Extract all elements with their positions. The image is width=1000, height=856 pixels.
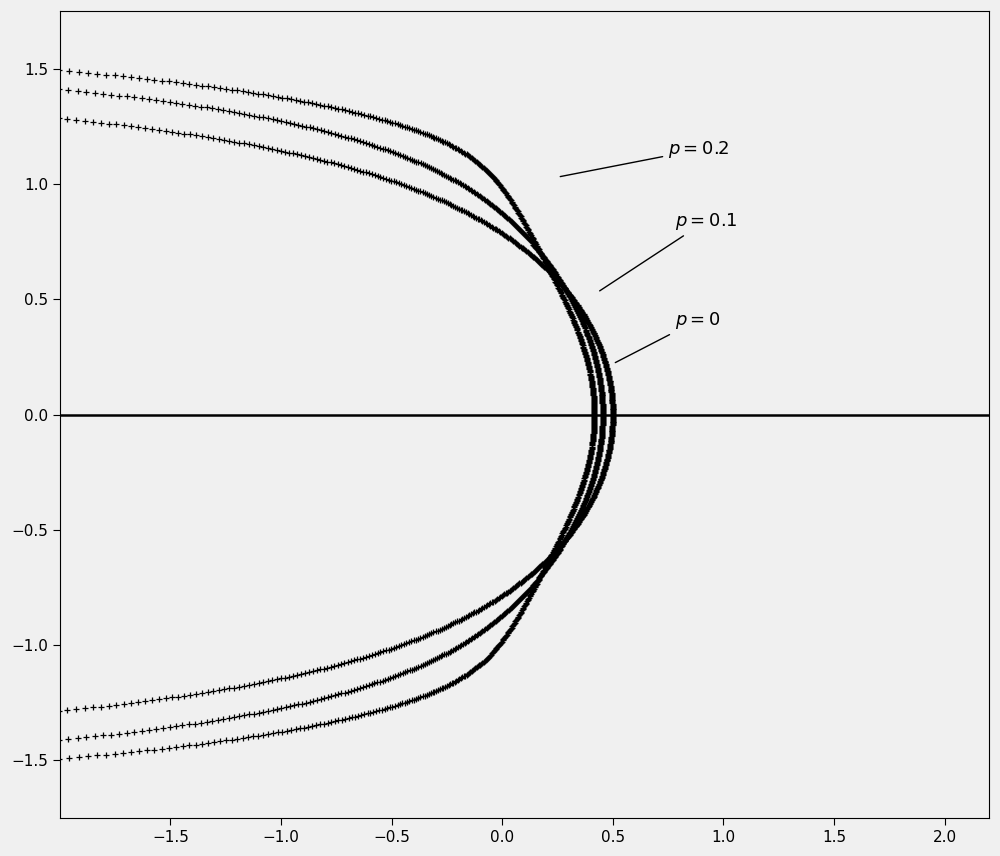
Text: $p = 0.1$: $p = 0.1$ <box>600 211 737 291</box>
Text: $p = 0.2$: $p = 0.2$ <box>560 139 730 176</box>
Text: $p = 0$: $p = 0$ <box>615 310 720 363</box>
